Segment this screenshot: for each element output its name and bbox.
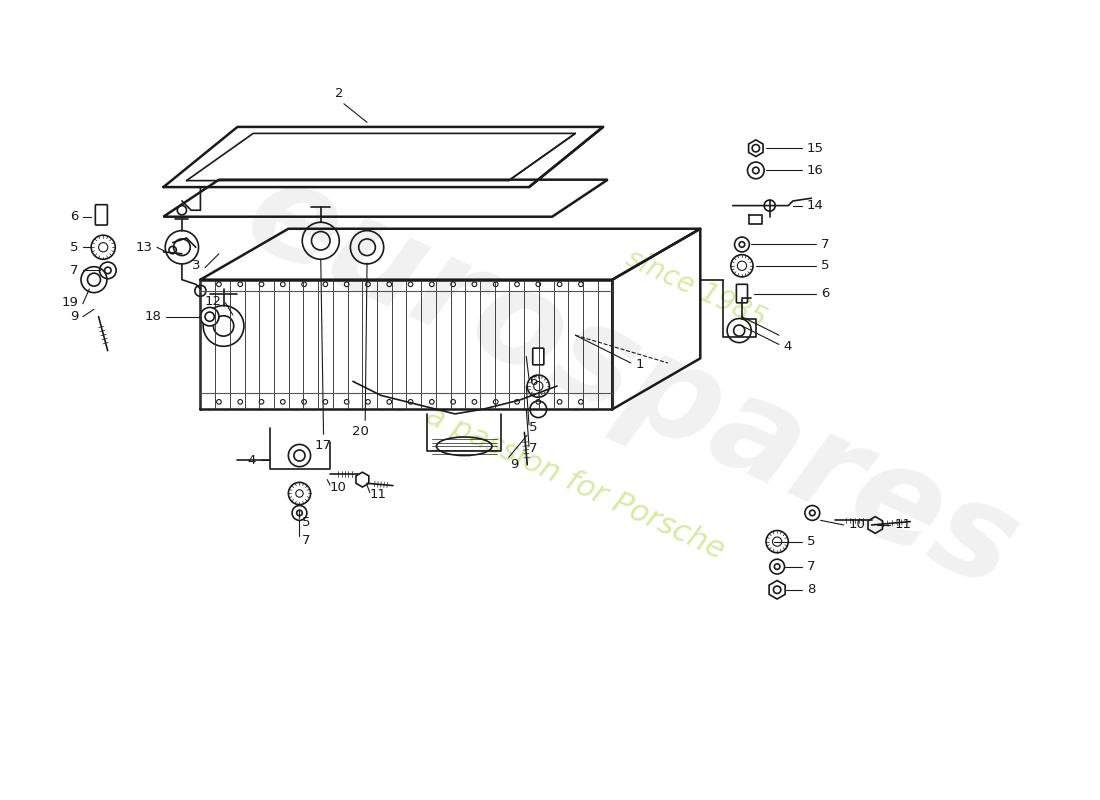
Text: 8: 8 [806,583,815,596]
Text: 9: 9 [69,310,78,323]
FancyBboxPatch shape [532,348,543,365]
Text: 5: 5 [806,535,815,548]
Text: 20: 20 [352,425,368,438]
Text: 15: 15 [806,142,824,154]
Text: 12: 12 [205,295,222,308]
Text: 7: 7 [806,560,815,573]
FancyBboxPatch shape [736,284,748,303]
Text: 13: 13 [135,241,152,254]
Circle shape [200,307,219,326]
Text: 4: 4 [783,340,792,353]
FancyBboxPatch shape [96,205,108,225]
Text: 6: 6 [821,287,829,300]
Text: 5: 5 [69,241,78,254]
Text: 7: 7 [69,264,78,277]
Text: 11: 11 [370,488,387,501]
Text: 19: 19 [62,296,78,310]
Text: 7: 7 [821,238,829,251]
Text: 7: 7 [529,442,538,454]
Text: 9: 9 [510,458,519,471]
Text: 5: 5 [302,516,310,529]
Text: 10: 10 [848,518,866,531]
Text: 2: 2 [336,87,343,100]
Circle shape [81,266,107,293]
Text: 4: 4 [248,454,256,466]
Text: a passion for Porsche: a passion for Porsche [421,401,729,566]
Text: 5: 5 [821,259,829,272]
Text: 14: 14 [806,199,824,212]
Text: eurospares: eurospares [226,147,1036,615]
Text: 16: 16 [806,164,824,177]
Text: since 1985: since 1985 [621,244,770,334]
Text: 7: 7 [302,534,310,547]
Text: 10: 10 [330,482,346,494]
Text: 18: 18 [145,310,162,323]
Text: 6: 6 [69,210,78,223]
Text: 1: 1 [636,358,644,371]
Text: 5: 5 [529,422,538,434]
Text: 17: 17 [315,439,332,452]
Text: 11: 11 [894,518,912,531]
Text: 6: 6 [529,375,538,388]
Text: 3: 3 [191,259,200,272]
